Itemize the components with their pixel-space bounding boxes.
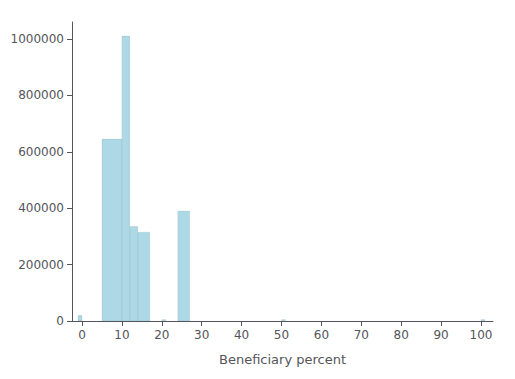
svg-text:800000: 800000 bbox=[18, 88, 64, 102]
svg-text:80: 80 bbox=[394, 328, 409, 342]
svg-text:50: 50 bbox=[274, 328, 289, 342]
svg-text:0: 0 bbox=[56, 314, 64, 328]
svg-text:600000: 600000 bbox=[18, 145, 64, 159]
svg-text:400000: 400000 bbox=[18, 201, 64, 215]
svg-text:30: 30 bbox=[194, 328, 209, 342]
svg-text:90: 90 bbox=[433, 328, 448, 342]
svg-text:10: 10 bbox=[114, 328, 129, 342]
svg-text:Beneficiary percent: Beneficiary percent bbox=[219, 352, 346, 367]
svg-text:20: 20 bbox=[154, 328, 169, 342]
svg-text:40: 40 bbox=[234, 328, 249, 342]
svg-text:60: 60 bbox=[314, 328, 329, 342]
svg-text:0: 0 bbox=[78, 328, 86, 342]
svg-text:1000000: 1000000 bbox=[11, 32, 64, 46]
svg-text:200000: 200000 bbox=[18, 258, 64, 272]
svg-text:100: 100 bbox=[470, 328, 493, 342]
svg-text:70: 70 bbox=[354, 328, 369, 342]
